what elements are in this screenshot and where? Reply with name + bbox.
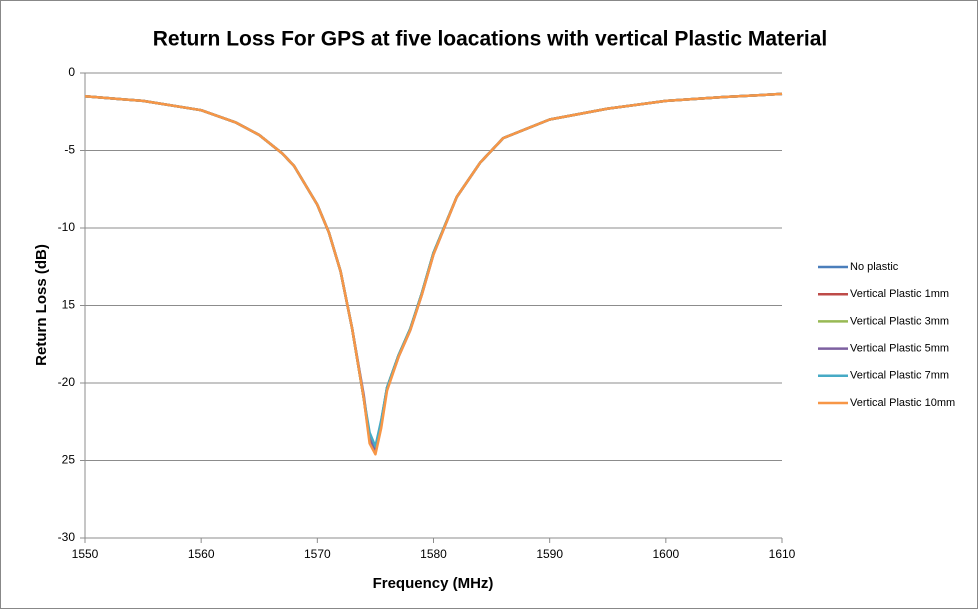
x-axis-label: Frequency (MHz) [373, 575, 494, 592]
y-tick-label: 0 [68, 65, 75, 79]
legend-label: Vertical Plastic 10mm [850, 397, 955, 409]
y-tick-label: -30 [58, 530, 76, 544]
y-tick-label: 25 [62, 453, 76, 467]
x-tick-label: 1610 [769, 547, 796, 561]
y-tick-label: 15 [62, 298, 76, 312]
x-tick-label: 1560 [188, 547, 215, 561]
legend-label: Vertical Plastic 5mm [850, 343, 949, 355]
x-tick-label: 1600 [652, 547, 679, 561]
legend-label: Vertical Plastic 1mm [850, 288, 949, 300]
y-tick-label: -10 [58, 220, 76, 234]
x-tick-label: 1590 [536, 547, 563, 561]
y-tick-label: -20 [58, 375, 76, 389]
y-tick-label: -5 [64, 143, 75, 157]
legend-label: Vertical Plastic 3mm [850, 315, 949, 327]
legend-label: Vertical Plastic 7mm [850, 370, 949, 382]
chart-title: Return Loss For GPS at five loacations w… [153, 28, 828, 51]
x-tick-label: 1570 [304, 547, 331, 561]
series-line [84, 92, 783, 456]
y-axis-label: Return Loss (dB) [33, 244, 50, 366]
x-tick-label: 1580 [420, 547, 447, 561]
legend-label: No plastic [850, 261, 899, 273]
x-tick-label: 1550 [72, 547, 99, 561]
